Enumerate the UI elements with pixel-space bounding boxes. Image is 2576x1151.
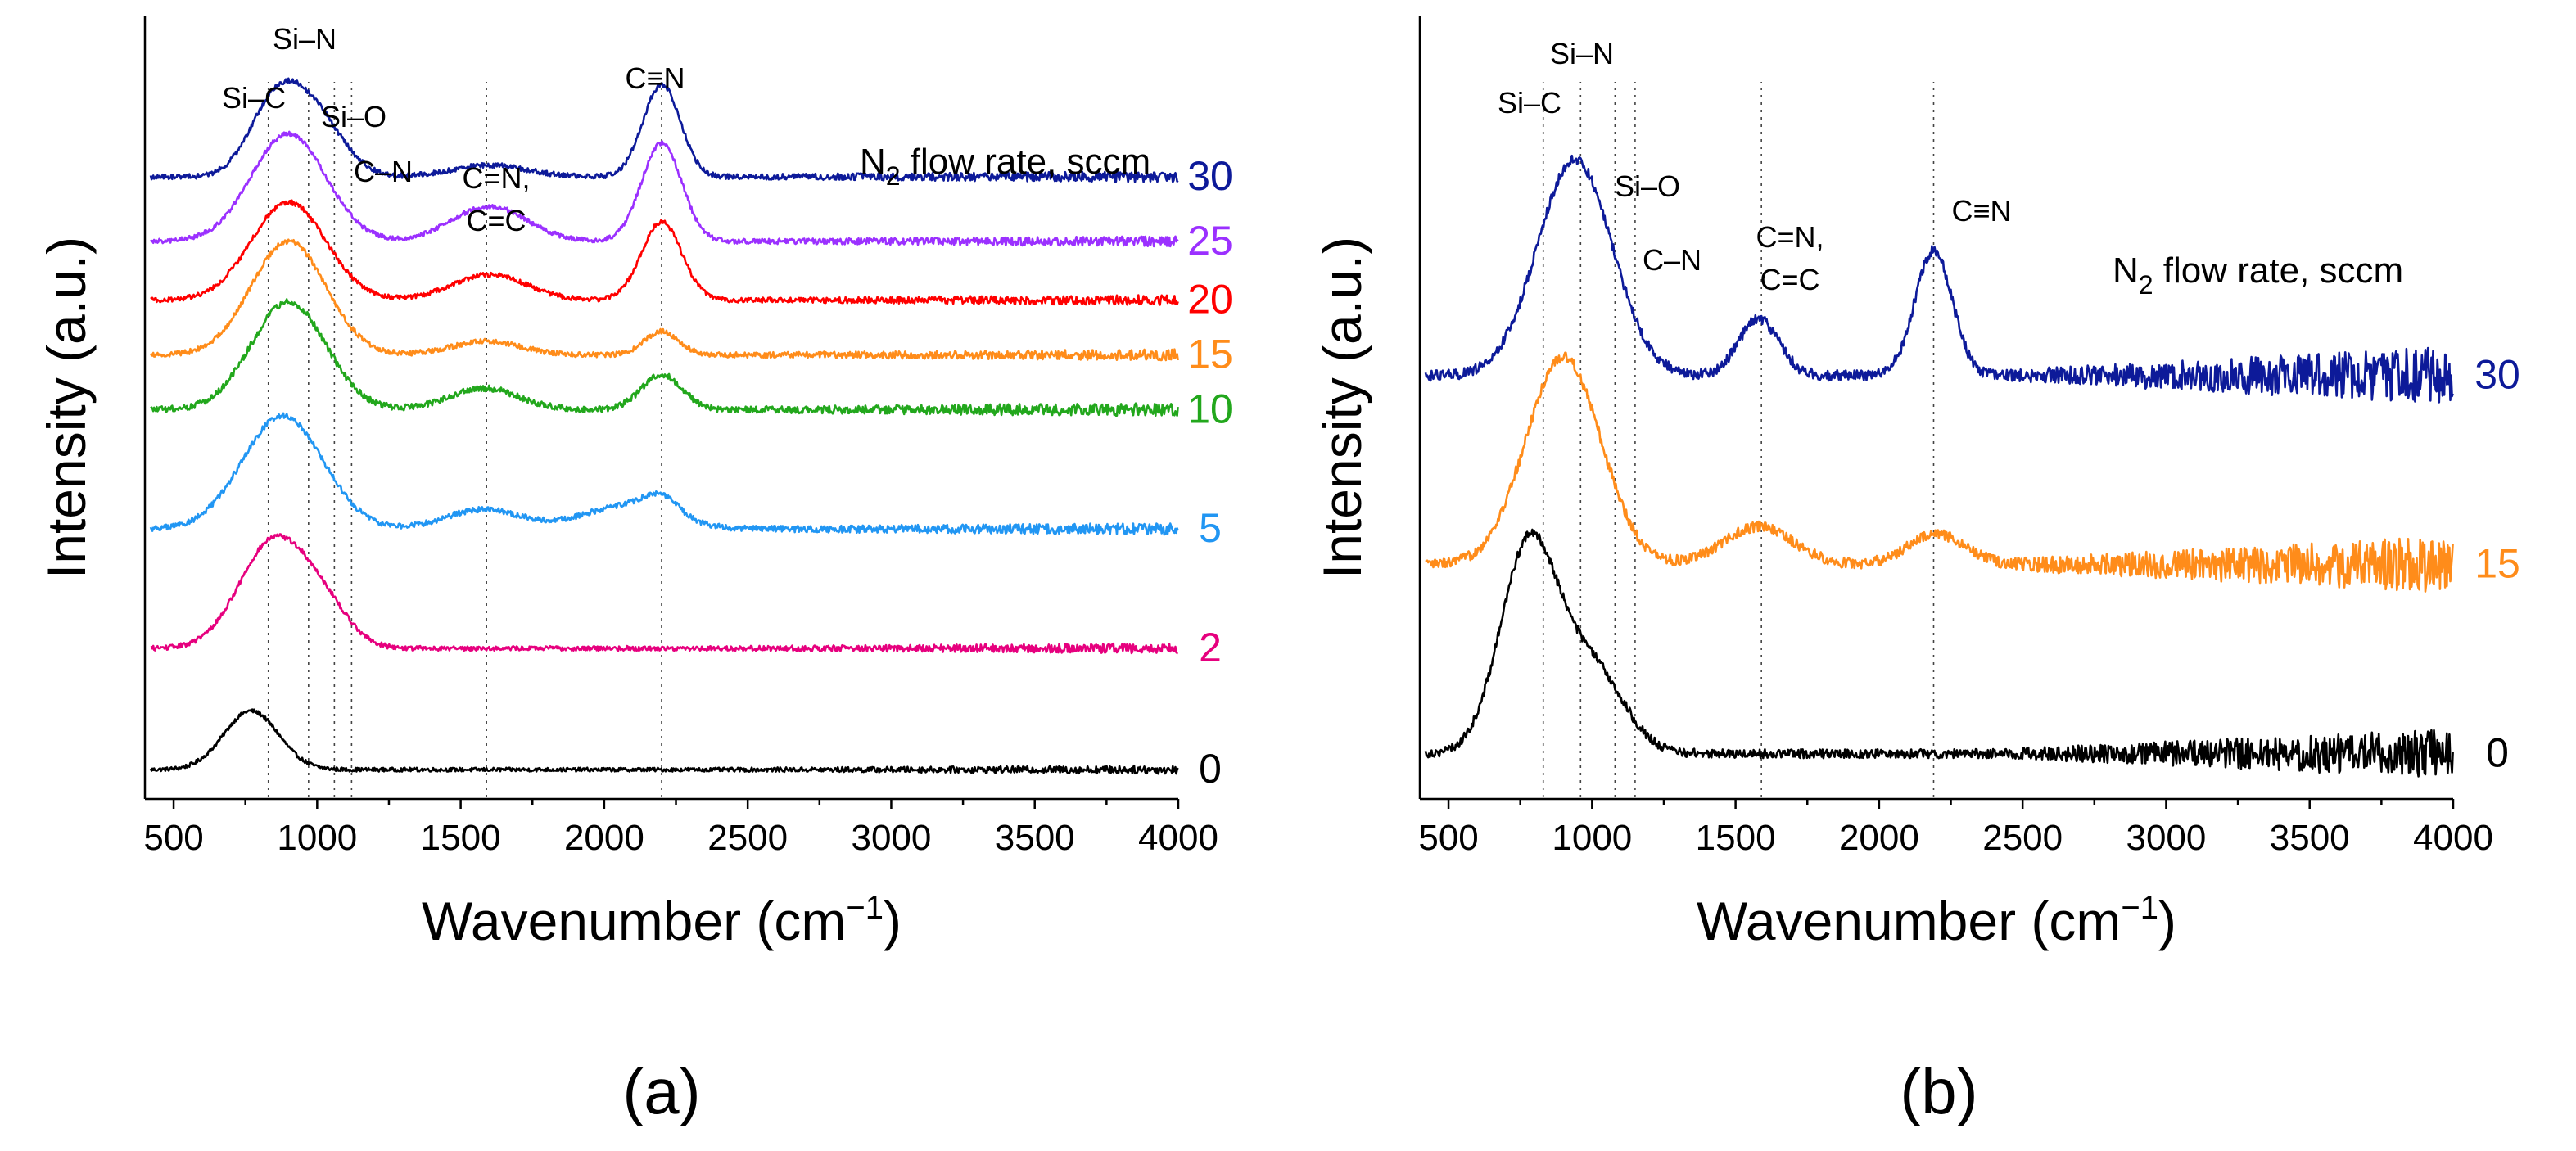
series-line-25 xyxy=(149,130,1179,248)
x-tick-label: 3000 xyxy=(2126,818,2206,858)
series-label-10: 10 xyxy=(1187,386,1233,431)
series-label-0: 0 xyxy=(1199,746,1222,792)
legend-title: N2 flow rate, sccm xyxy=(860,142,1150,191)
panel-label: (b) xyxy=(1900,1055,1977,1127)
x-tick-label: 3500 xyxy=(995,818,1075,858)
peak-annotation: Si–N xyxy=(273,22,337,56)
panel-b: 0 15 30 500 1000 1500 2000 2500 3000 3500 4000 Wave… xyxy=(1312,16,2520,1127)
peak-annotation: C=N, xyxy=(1756,220,1824,254)
peak-annotation: Si–N xyxy=(1550,37,1614,70)
x-tick-label: 500 xyxy=(1418,818,1478,858)
peak-annotation: C≡N xyxy=(1951,194,2011,228)
series-label-2: 2 xyxy=(1199,625,1222,670)
series-label-30: 30 xyxy=(2474,352,2520,398)
x-tick-label: 1500 xyxy=(421,818,501,858)
x-tick-label: 4000 xyxy=(2413,818,2493,858)
peak-annotation: C–N xyxy=(1643,243,1702,277)
series-line-10 xyxy=(150,298,1179,418)
series-label-15: 15 xyxy=(2474,541,2520,587)
panel-label: (a) xyxy=(622,1055,700,1127)
peak-annotation: Si–C xyxy=(1498,86,1561,120)
series-line-5 xyxy=(149,412,1179,536)
peak-annotation: C≡N xyxy=(625,61,685,95)
legend-title: N2 flow rate, sccm xyxy=(2113,251,2403,300)
series-label-0: 0 xyxy=(2486,730,2509,776)
x-tick-label: 4000 xyxy=(1138,818,1218,858)
series-line-30 xyxy=(149,77,1179,183)
series-label-25: 25 xyxy=(1187,218,1233,264)
x-tick-label: 3500 xyxy=(2270,818,2350,858)
x-tick-label: 2500 xyxy=(1982,818,2063,858)
x-tick-label: 500 xyxy=(143,818,203,858)
x-tick-label: 2000 xyxy=(1839,818,1919,858)
series-line-15 xyxy=(149,238,1179,362)
peak-annotation: Si–C xyxy=(222,81,286,115)
peak-annotation: C–N xyxy=(354,155,413,188)
series-label-15: 15 xyxy=(1187,331,1233,377)
x-tick-label: 3000 xyxy=(851,818,931,858)
series-line-0 xyxy=(1424,528,2454,778)
series-line-30 xyxy=(1424,154,2454,404)
peak-annotation: Si–O xyxy=(321,100,386,133)
x-tick-label: 1000 xyxy=(1552,818,1632,858)
x-axis-title: Wavenumber (cm−1) xyxy=(422,890,902,951)
series-label-30: 30 xyxy=(1187,153,1233,199)
series-line-20 xyxy=(150,199,1179,306)
y-axis-title: Intensity (a.u.) xyxy=(1312,237,1372,579)
y-axis-title: Intensity (a.u.) xyxy=(36,237,97,579)
series-line-0 xyxy=(149,708,1179,775)
series-line-15 xyxy=(1425,351,2454,593)
series-line-2 xyxy=(150,533,1178,655)
x-tick-label: 2000 xyxy=(564,818,644,858)
x-tick-label: 2500 xyxy=(707,818,788,858)
peak-annotation: C=N, xyxy=(462,161,530,195)
x-tick-label: 1500 xyxy=(1696,818,1776,858)
series-label-5: 5 xyxy=(1199,505,1222,551)
x-tick-label: 1000 xyxy=(277,818,357,858)
x-axis-title: Wavenumber (cm−1) xyxy=(1697,890,2176,951)
series-label-20: 20 xyxy=(1187,277,1233,323)
peak-annotation: Si–O xyxy=(1615,169,1680,203)
peak-annotation: C=C xyxy=(1760,263,1819,296)
peak-annotation: C=C xyxy=(466,204,526,237)
